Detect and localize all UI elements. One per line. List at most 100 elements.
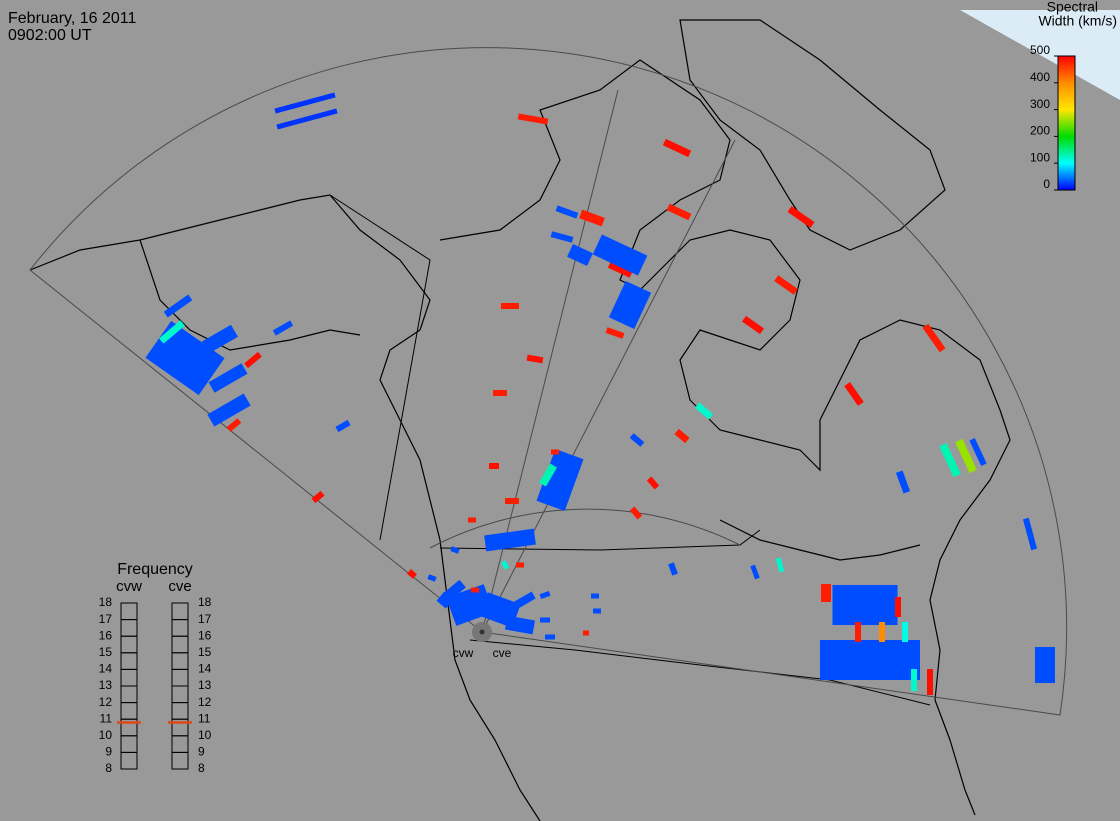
frequency-cell [171,602,189,621]
tick-label: 11 [100,711,113,725]
echo-cell [787,206,815,228]
echo-cell [629,433,645,447]
frequency-cell [120,668,138,687]
echo-cell [879,622,885,642]
echo-cell [489,463,499,469]
echo-cell [591,593,599,599]
echo-cell [407,569,417,579]
echo-cell [955,438,977,474]
echo-cells [145,92,1055,695]
sky-corner [960,10,1120,100]
frequency-cell [120,751,138,770]
coastlines [29,19,1011,821]
colorbar-title: Spectral [1047,0,1098,15]
echo-cell [922,323,946,353]
echo-cell [427,574,437,582]
echo-cell [674,428,690,444]
tick-label: 18 [99,595,113,609]
radar-site [479,629,485,635]
tick-label: 17 [198,612,212,626]
tick-label: 200 [1030,124,1050,138]
tick-label: 13 [99,678,113,692]
echo-cell [775,557,785,573]
echo-cell [608,280,652,330]
tick-label: 10 [198,728,212,742]
tick-label: 14 [198,662,212,676]
echo-cell [526,354,544,364]
echo-cell [540,617,550,623]
tick-label: 100 [1030,150,1050,164]
tick-label: 17 [99,612,113,626]
frequency-cell [120,619,138,637]
echo-cell [436,591,454,609]
echo-cell [500,560,510,570]
echo-cell [607,262,633,278]
echo-cell [504,615,536,635]
echo-cell [539,590,551,600]
tick-label: 12 [198,695,212,709]
frequency-cell [171,635,189,654]
radar-label: cve [493,646,512,660]
echo-cell [927,669,933,695]
frequency-cell [120,652,138,670]
frequency-cell [171,668,189,687]
tick-label: 13 [198,678,212,692]
echo-cell [902,622,908,642]
echo-cell [551,449,559,455]
echo-cell [821,584,831,602]
tick-label: 16 [99,628,113,642]
echo-cell [274,92,336,114]
tick-label: 18 [198,595,212,609]
echo-cell [159,320,185,344]
tick-label: 8 [105,761,112,775]
echo-cell [593,608,601,614]
echo-cell [832,585,898,625]
echo-cell [750,564,760,580]
frequency-cell [171,702,189,720]
tick-label: 400 [1030,70,1050,84]
echo-cell [539,463,557,487]
frequency-cell [120,685,138,704]
echo-cell [226,418,242,432]
echo-cell [1035,647,1055,683]
radar-label: cvw [453,646,474,660]
colorbar [1057,55,1076,191]
frequency-cell [171,619,189,637]
frequency-cell [171,751,189,770]
tick-label: 11 [198,711,211,725]
echo-cell [820,640,920,680]
echo-cell [646,476,660,490]
echo-cell [163,294,193,318]
frequency-cell [120,735,138,753]
echo-cell [741,315,765,335]
echo-cell [605,327,625,339]
echo-cell [536,449,584,511]
echo-cell [895,470,911,494]
echo-cell [335,419,351,433]
echo-cell [444,579,466,601]
echo-cell [939,442,961,478]
echo-cell [895,597,901,617]
tick-label: 14 [99,662,113,676]
echo-cell [855,622,861,642]
echo-cell [276,108,338,130]
echo-cell [311,490,325,504]
echo-cell [774,275,798,295]
echo-cell [844,382,864,406]
tick-label: 500 [1030,43,1050,57]
date: February, 16 2011 [8,10,136,27]
echo-cell [517,113,549,125]
echo-cell [192,324,238,360]
echo-cell [484,528,536,552]
echo-cell [666,203,692,221]
legend-label: cve [168,578,191,595]
colorbar-title: Width (km/s) [1038,13,1117,29]
echo-cell [208,363,248,393]
tick-label: 16 [198,628,212,642]
echo-cell [592,234,648,276]
echo-cell [668,562,678,576]
frequency-cell [171,735,189,753]
echo-cell [501,303,519,309]
